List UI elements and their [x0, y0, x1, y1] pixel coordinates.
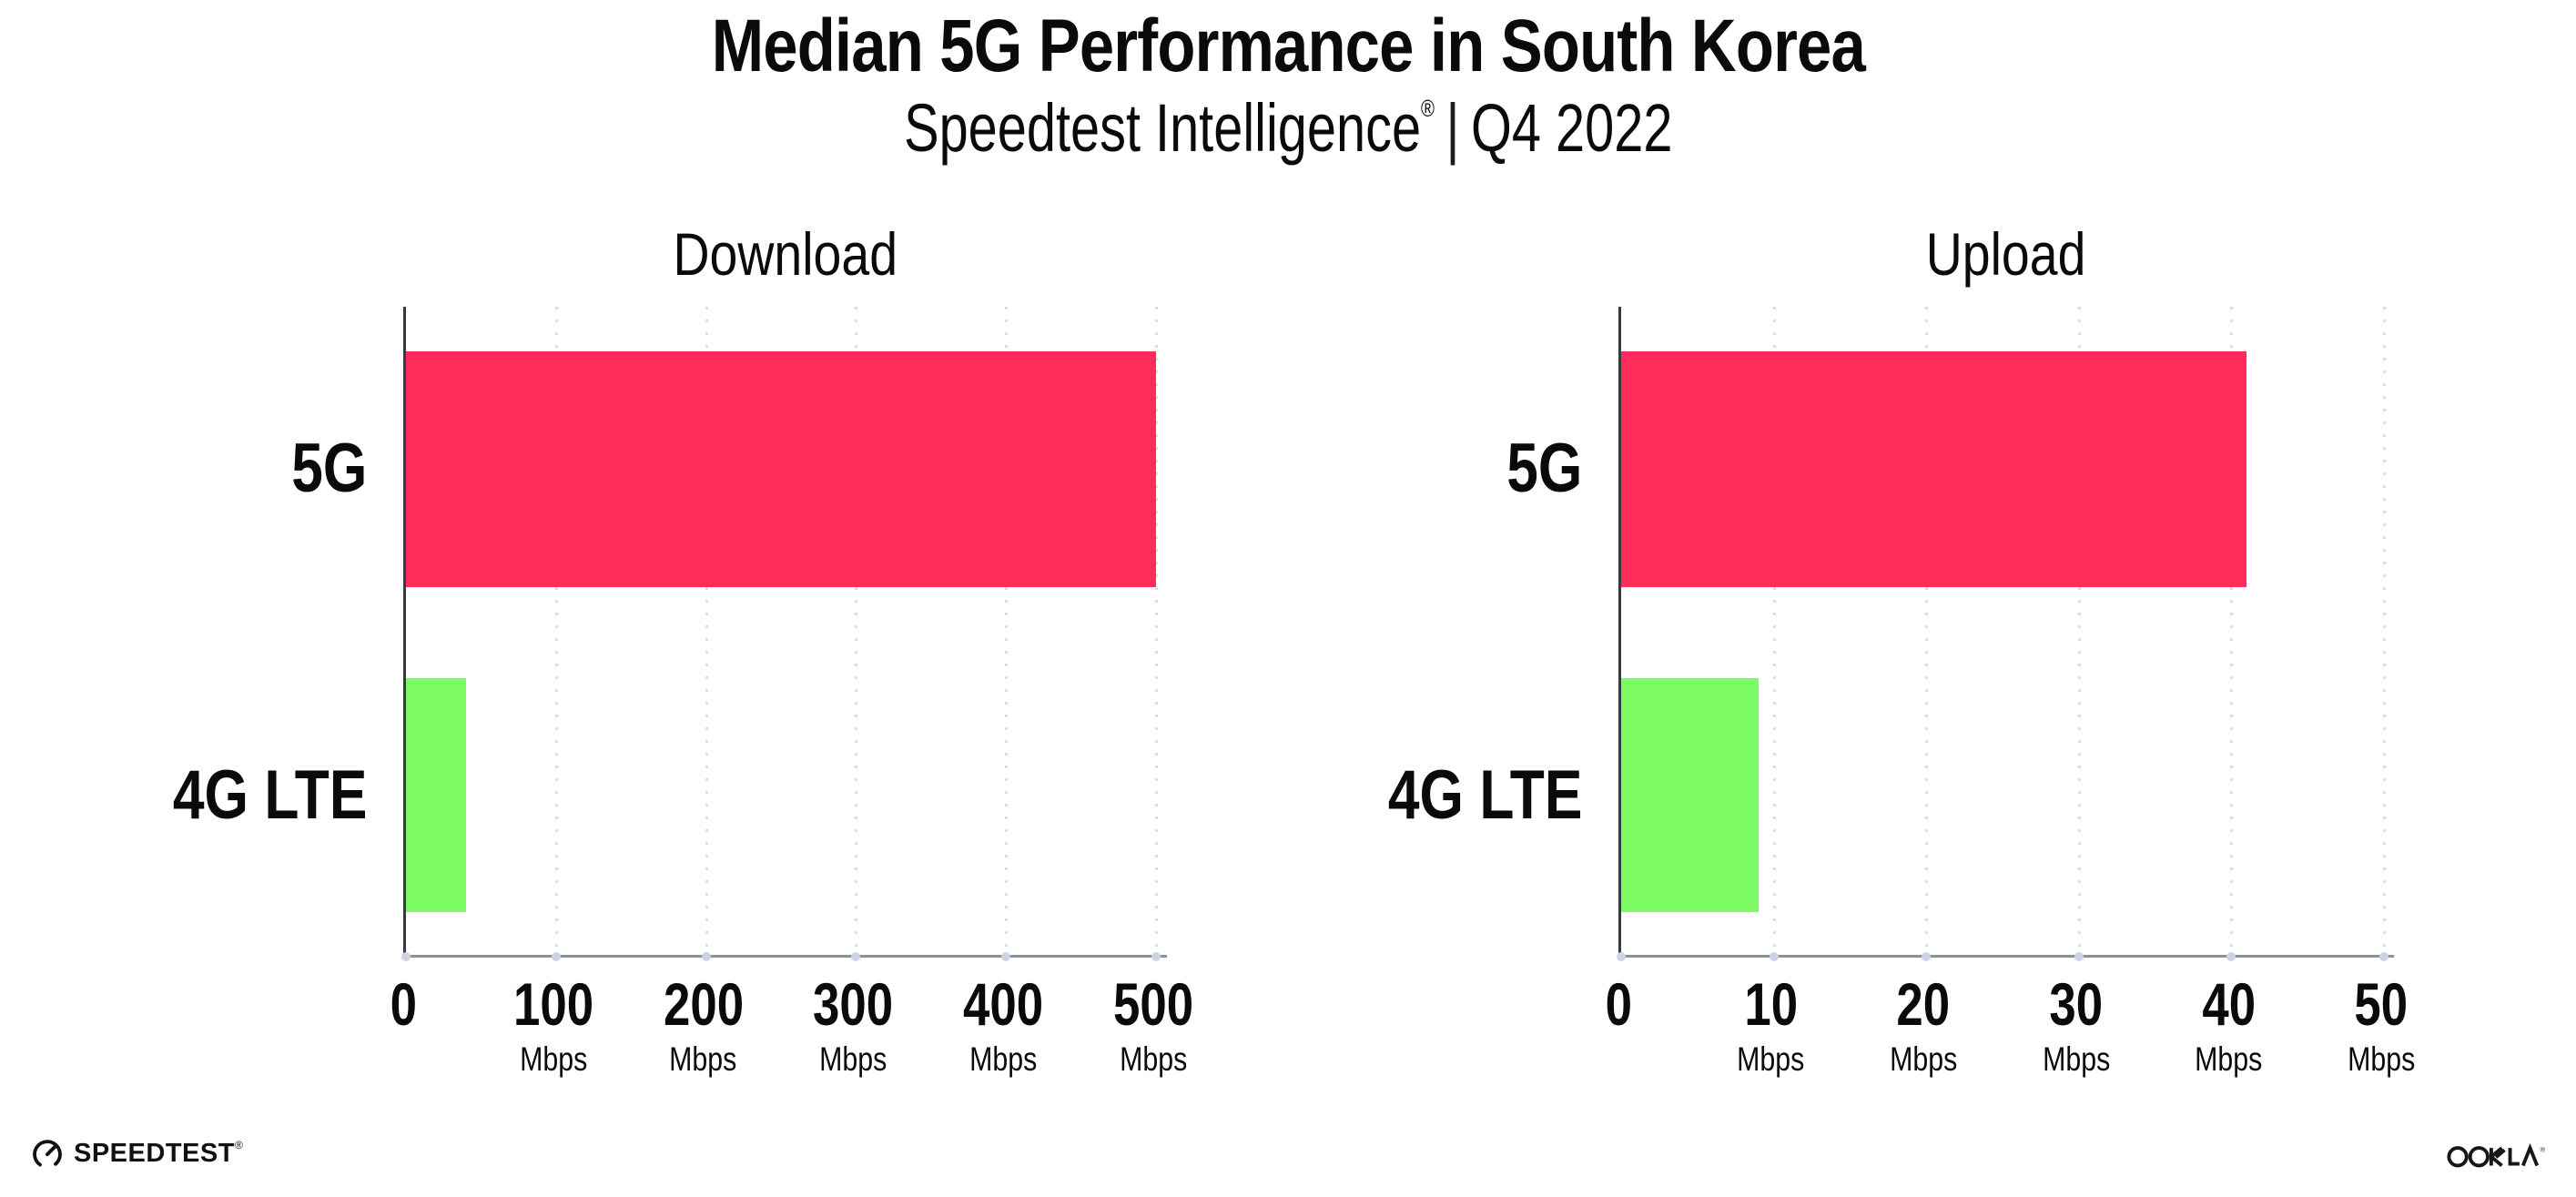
x-tick-label: 500 Mbps: [1112, 970, 1194, 1078]
subtitle-separator: |: [1445, 90, 1460, 166]
header: Median 5G Performance in South Korea Spe…: [0, 9, 2576, 162]
download-plot-area: [401, 307, 1167, 961]
x-tick-label: 10 Mbps: [1737, 970, 1805, 1078]
ookla-logo: ®: [2447, 1141, 2549, 1174]
subtitle-brand: Speedtest Intelligence: [903, 90, 1421, 166]
axis-tick-dot: [1922, 952, 1932, 961]
x-tick-label: 50 Mbps: [2347, 970, 2416, 1078]
gridline: [1772, 307, 1776, 955]
x-tick-label: 0: [1605, 970, 1632, 1038]
bar-5g-upload: [1621, 351, 2247, 587]
speedtest-gauge-icon: [33, 1140, 62, 1169]
axis-tick-dot: [401, 952, 411, 961]
page-subtitle: Speedtest Intelligence® | Q4 2022: [0, 95, 2576, 162]
axis-tick-dot: [2226, 952, 2236, 961]
speedtest-registered-mark: ®: [234, 1138, 244, 1151]
axis-tick-dot: [1617, 952, 1626, 961]
gridline: [2383, 307, 2386, 955]
gridline: [1925, 307, 1929, 955]
category-label-4g-lte-upload: 4G LTE: [1387, 756, 1582, 834]
axis-tick-dot: [2379, 952, 2388, 961]
axis-tick-dot: [1151, 952, 1161, 961]
gridline: [1005, 307, 1009, 955]
gridline: [2230, 307, 2234, 955]
x-tick-label: 0: [390, 970, 417, 1038]
axis-tick-dot: [851, 952, 861, 961]
page-title: Median 5G Performance in South Korea: [711, 5, 1865, 87]
speedtest-wordmark: SPEEDTEST®: [74, 1138, 244, 1168]
x-tick-label: 20 Mbps: [1890, 970, 1958, 1078]
gridline: [705, 307, 708, 955]
bar-4g-lte-upload: [1621, 678, 1759, 912]
x-tick-label: 300 Mbps: [813, 970, 894, 1078]
ookla-registered-mark: ®: [2541, 1146, 2546, 1154]
axis-tick-dot: [1001, 952, 1011, 961]
x-tick-label: 400 Mbps: [963, 970, 1044, 1078]
x-tick-label: 30 Mbps: [2042, 970, 2110, 1078]
x-tick-label: 40 Mbps: [2195, 970, 2263, 1078]
download-chart-title: Download: [673, 220, 898, 288]
bar-5g-download: [406, 351, 1156, 587]
upload-chart-title: Upload: [1926, 220, 2086, 288]
category-label-5g-upload: 5G: [1506, 430, 1582, 507]
gridline: [2077, 307, 2081, 955]
x-tick-label: 200 Mbps: [663, 970, 744, 1078]
subtitle-period: Q4 2022: [1470, 90, 1673, 166]
registered-mark: ®: [1420, 95, 1435, 122]
bar-4g-lte-download: [406, 678, 466, 912]
ookla-wordmark-icon: ®: [2447, 1142, 2546, 1168]
upload-plot-area: [1617, 307, 2394, 961]
category-label-4g-lte-download: 4G LTE: [172, 756, 367, 834]
gridline: [1155, 307, 1158, 955]
x-tick-label: 100 Mbps: [512, 970, 593, 1078]
gridline: [554, 307, 558, 955]
axis-tick-dot: [701, 952, 711, 961]
speedtest-logo: SPEEDTEST®: [30, 1136, 243, 1171]
axis-tick-dot: [1769, 952, 1779, 961]
gridline: [855, 307, 858, 955]
axis-tick-dot: [2074, 952, 2084, 961]
category-label-5g-download: 5G: [290, 430, 367, 507]
axis-tick-dot: [551, 952, 561, 961]
